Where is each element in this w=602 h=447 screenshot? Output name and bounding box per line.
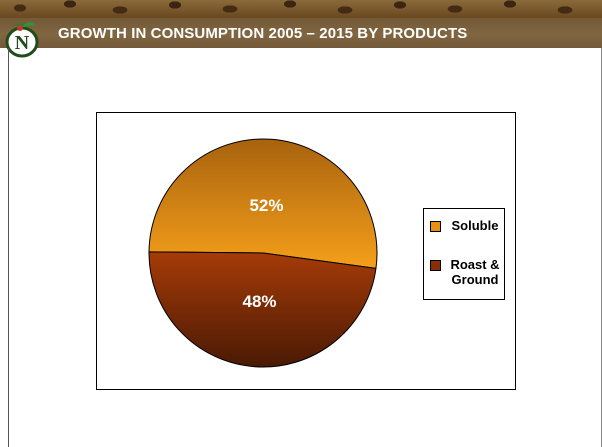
slide-title: GROWTH IN CONSUMPTION 2005 – 2015 BY PRO… — [58, 25, 468, 42]
slide-border-left — [8, 48, 9, 447]
chart-legend: Soluble Roast & Ground — [423, 208, 505, 300]
legend-item-roast-ground: Roast & Ground — [430, 257, 505, 287]
legend-label-soluble-line-1: Soluble — [451, 218, 499, 233]
pie-data-label-0: 52% — [249, 196, 283, 215]
pie-data-label-1: 48% — [243, 292, 277, 311]
legend-label-roast-ground-line-1: Roast & — [450, 257, 500, 272]
pie-slice-soluble — [148, 138, 378, 269]
legend-label-roast-ground-line-2: Ground — [451, 272, 499, 287]
legend-swatch-roast-ground — [430, 260, 441, 271]
legend-item-soluble: Soluble — [430, 218, 505, 233]
svg-text:N: N — [15, 32, 30, 54]
legend-swatch-soluble — [430, 221, 441, 232]
header-shade — [0, 18, 602, 48]
coffee-cherry-logo-icon: N — [5, 22, 39, 58]
slide-header: GROWTH IN CONSUMPTION 2005 – 2015 BY PRO… — [0, 0, 602, 48]
pie-slice-roast-ground — [148, 251, 377, 368]
legend-label-soluble: Soluble — [445, 218, 505, 233]
legend-label-roast-ground: Roast & Ground — [445, 257, 505, 287]
